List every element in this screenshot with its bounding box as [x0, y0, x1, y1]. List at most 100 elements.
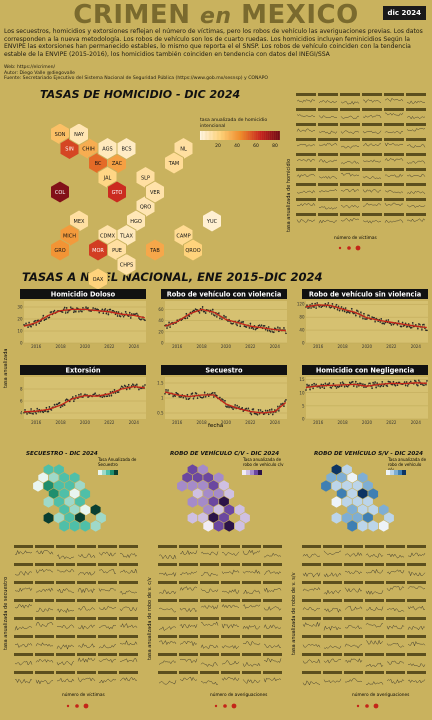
secuestro-facet-line [35, 587, 54, 593]
homicidio-facet-strip [406, 168, 426, 171]
panel-y-tick: 10 [17, 329, 23, 334]
robo-cv-facet-strip [263, 581, 282, 584]
panel-y-tick: 0 [20, 341, 23, 346]
robo-cv-facet-line [263, 657, 282, 663]
panel-x-tick: 2020 [80, 344, 91, 349]
robo-sv-facet-line [386, 607, 405, 613]
robo-cv-facet-line [242, 569, 261, 575]
robo-sv-facet-strip [323, 599, 342, 602]
robo-sv-facet-line [365, 606, 384, 611]
homicide-legend-step [265, 131, 267, 140]
robo-cv-facet-strip [179, 599, 198, 602]
homicide-legend-step [269, 131, 271, 140]
homicidio-facet-line [296, 190, 316, 194]
web-link[interactable]: Web: https://elcrimen/ [4, 65, 56, 70]
homicidio-facet-strip [296, 123, 316, 126]
hex-ver [145, 180, 165, 204]
secuestro-facet-line [57, 624, 75, 629]
secuestro-facet-strip [98, 653, 117, 656]
robo-cv-facet-strip [179, 635, 198, 638]
homicide-legend-step [207, 131, 210, 140]
panel-x-tick: 2018 [56, 420, 67, 425]
homicidio-facet-line [406, 144, 426, 148]
secuestro-facet-strip [119, 617, 138, 620]
robo-sv-facet-strip [302, 599, 321, 602]
secuestro-facet-line [35, 568, 54, 574]
secuestro-facet-strip [14, 653, 33, 656]
panel-x-tick: 2020 [362, 420, 373, 425]
robo-cv-facet-strip [200, 671, 219, 674]
homicidio-facet-line [384, 190, 404, 194]
homicidio-facet-strip [384, 123, 404, 126]
panel-header [20, 289, 146, 299]
homicide-legend-step [254, 131, 256, 140]
robo-cv-facet-line [221, 659, 240, 665]
homicidio-facet-strip [362, 168, 382, 171]
homicidio-facet-line [340, 160, 360, 165]
robo-cv-facet-line [158, 626, 177, 631]
robo-cv-facet-line [200, 680, 219, 686]
robo-cv-facet-line [221, 676, 240, 681]
secuestro-facet-strip [35, 671, 54, 674]
robo-cv-facet-line [200, 661, 219, 667]
small-map-hex [357, 519, 369, 533]
homicidio-facet-strip [340, 123, 360, 126]
robo-sv-facet-strip [386, 635, 405, 638]
small-map-hex [320, 479, 332, 493]
hex-label-chih: CHIH [82, 147, 95, 153]
panel-x-tick: 2020 [221, 420, 232, 425]
homicidio-facet-strip [340, 183, 360, 186]
homicide-legend-step [241, 131, 243, 140]
robo-sv-facet-line [365, 553, 384, 558]
panel-x-tick: 2022 [104, 420, 115, 425]
robo-cv-facet-line [158, 640, 177, 646]
homicidio-facet-strip [296, 168, 316, 171]
homicide-legend-step [225, 131, 227, 140]
robo-cv-facet-strip [158, 617, 177, 620]
homicidio-facet-strip [384, 138, 404, 141]
hex-label-hgo: HGO [130, 219, 142, 225]
robo-sv-facet-strip [365, 563, 384, 566]
hex-label-zac: ZAC [112, 161, 123, 167]
secuestro-facet-line [35, 549, 54, 555]
robo-sv-facet-line [365, 681, 384, 686]
homicide-legend-step [218, 131, 221, 140]
size-legend-dot [373, 703, 379, 709]
robo-cv-facet-line [263, 587, 282, 593]
robo-sv-facet-strip [386, 653, 405, 656]
robo-cv-facet-line [179, 571, 198, 576]
hex-label-cdmx: CDMX [100, 234, 116, 240]
homicide-legend-step [262, 131, 264, 140]
size-legend-dot [223, 704, 227, 708]
panel-y-tick: 4 [20, 411, 23, 416]
secuestro-facet-line [14, 587, 33, 593]
robo-sv-facet-strip [365, 617, 384, 620]
homicide-legend-step [211, 131, 214, 140]
panel-y-tick: 30 [17, 305, 23, 310]
robo-cv-facet-strip [200, 617, 219, 620]
small-map-hex [330, 495, 343, 509]
panel-y-tick: 0.5 [157, 411, 164, 416]
hex-label-sin: SIN [65, 147, 74, 153]
robo-cv-facet-line [242, 589, 261, 595]
small-map-legend-step [386, 470, 390, 475]
homicidio-facet-strip [362, 108, 382, 111]
robo-cv-facet-line [158, 607, 177, 613]
small-map-legend-step [98, 470, 102, 475]
hex-label-yuc: YUC [206, 219, 218, 225]
panel-x-tick: 2022 [386, 344, 397, 349]
hex-qroo [183, 238, 203, 262]
secuestro-facet-strip [14, 563, 33, 566]
secuestro-facet-strip [35, 563, 54, 566]
homicidio-facet-strip [318, 168, 338, 171]
homicidio-facet-strip [384, 108, 404, 111]
robo-sv-facet-line [302, 553, 321, 558]
source-line: Fuente: Secretariado Ejecutivo del Siste… [4, 76, 268, 82]
panel-y-tick: 60 [158, 307, 164, 312]
robo-cv-facet-strip [200, 635, 219, 638]
robo-sv-facet-strip [344, 617, 363, 620]
small-map-legend-step [254, 470, 258, 475]
robo-sv-facet-line [407, 585, 426, 590]
homicidio-facet-line [384, 131, 404, 135]
homicide-legend-title: tasa anualizada de homicidio intencional [200, 118, 268, 129]
